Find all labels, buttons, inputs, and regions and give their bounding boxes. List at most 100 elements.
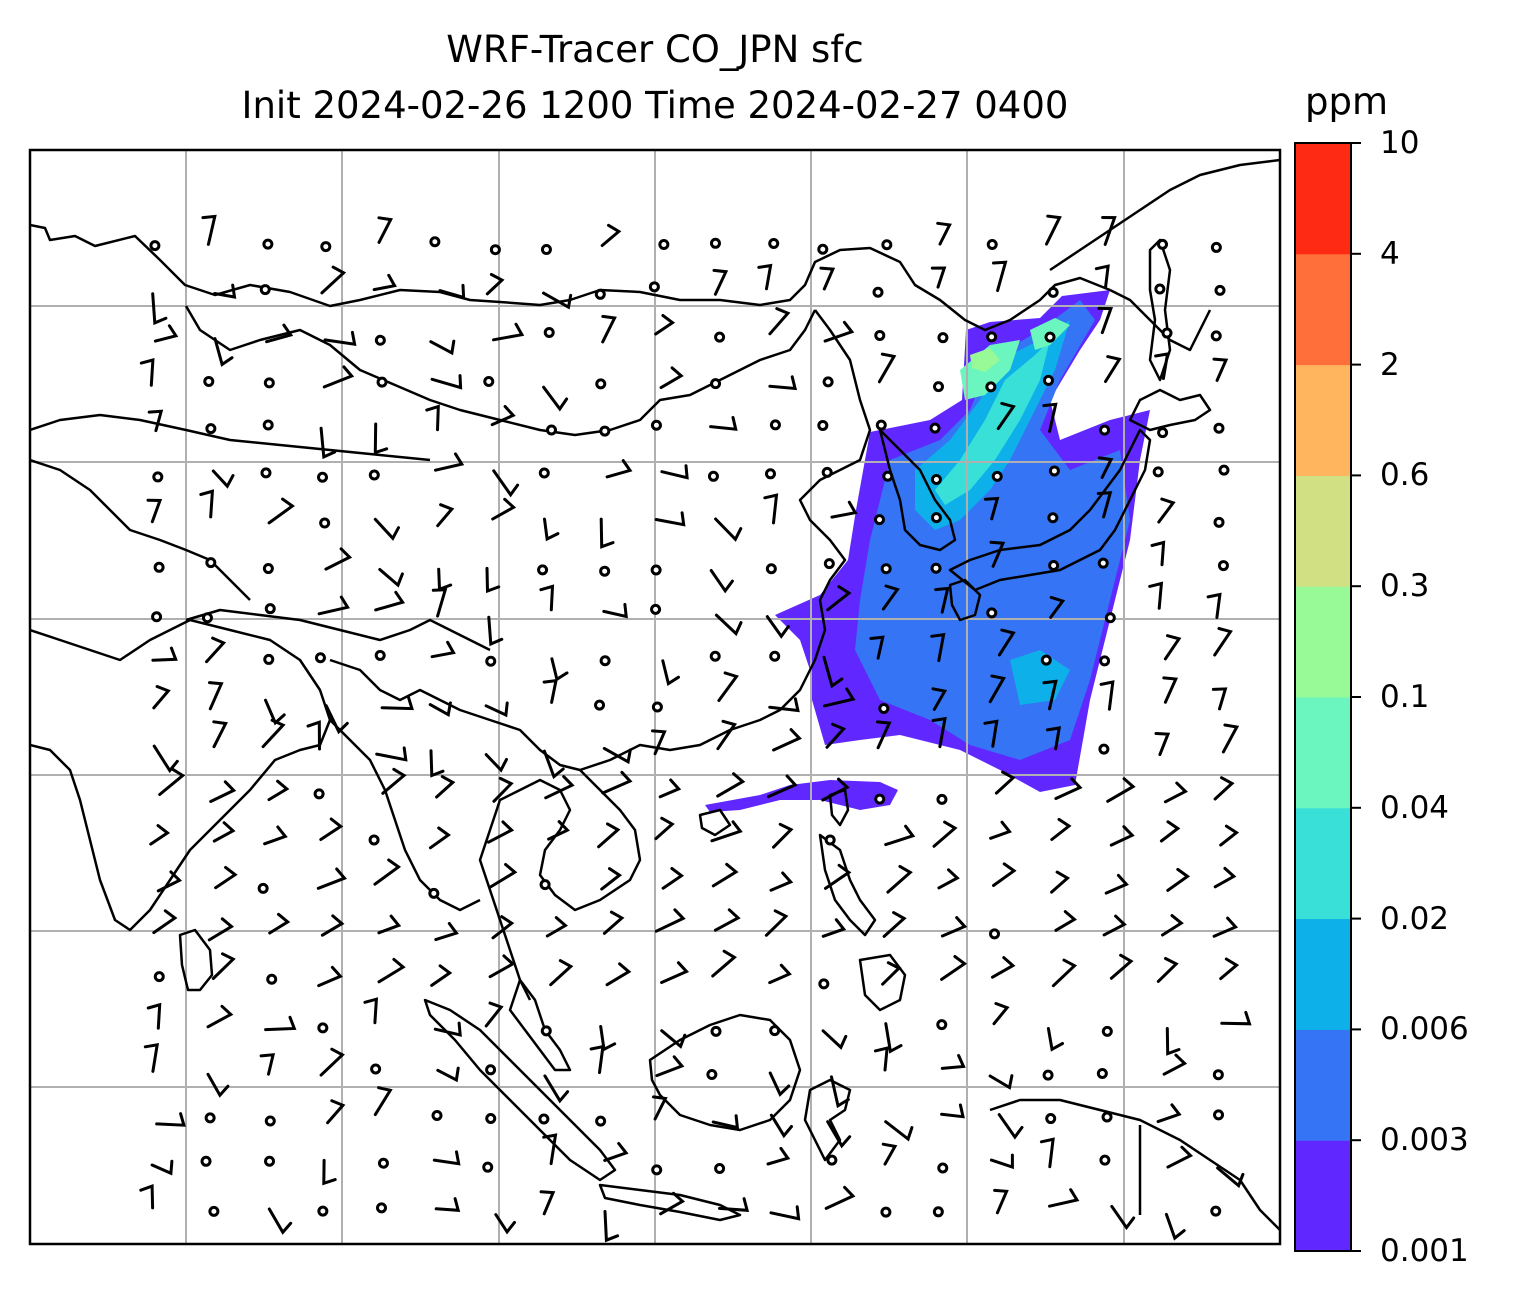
wind-barb	[654, 908, 686, 933]
wind-barb	[542, 1133, 558, 1166]
calm-marker	[374, 649, 386, 661]
plot-subtitle: Init 2024-02-26 1200 Time 2024-02-27 040…	[241, 84, 1069, 127]
wind-barb	[1048, 1188, 1080, 1208]
calm-marker	[376, 376, 388, 388]
calm-marker	[880, 563, 892, 575]
wind-barb	[602, 910, 625, 935]
calm-marker	[377, 1157, 389, 1169]
wind-barb	[268, 912, 291, 935]
calm-marker	[1210, 241, 1222, 253]
colorbar-tick-label: 10	[1380, 125, 1420, 161]
wind-barb	[550, 657, 569, 682]
calm-marker	[599, 425, 611, 437]
wind-barb	[484, 701, 509, 718]
wind-barb	[605, 962, 632, 987]
calm-marker	[205, 423, 217, 435]
wind-barb	[940, 1054, 966, 1070]
calm-marker	[986, 239, 998, 251]
wind-barb	[373, 422, 389, 455]
calm-marker	[1157, 427, 1169, 439]
calm-marker	[822, 376, 834, 388]
wind-barb	[655, 1055, 685, 1078]
calm-marker	[873, 514, 885, 526]
calm-marker	[263, 377, 275, 389]
wind-barb	[934, 586, 950, 614]
wind-barb	[768, 375, 798, 391]
wind-barb	[1054, 910, 1077, 932]
wind-barb	[428, 701, 452, 718]
wind-barb	[991, 956, 1016, 979]
calm-marker	[595, 378, 607, 390]
calm-marker	[1048, 465, 1060, 477]
calm-marker	[937, 1162, 949, 1174]
wind-barb	[940, 1103, 965, 1119]
wind-barb	[544, 775, 575, 800]
wind-barb	[158, 767, 186, 796]
calm-marker	[264, 603, 276, 615]
wind-barb	[152, 909, 178, 935]
wind-barb	[1102, 914, 1127, 937]
colorbar-segment	[1295, 918, 1351, 1030]
wind-barb	[819, 266, 836, 291]
wind-barb	[1162, 676, 1179, 704]
wind-barb	[823, 687, 856, 708]
calm-marker	[710, 378, 722, 390]
wind-barb	[992, 862, 1017, 887]
wind-barb	[821, 918, 847, 938]
wind-barb	[326, 1099, 346, 1125]
calm-marker	[539, 879, 551, 891]
wind-barb	[1166, 1145, 1194, 1169]
colorbar-tick-label: 4	[1380, 235, 1400, 272]
wind-barb	[151, 292, 168, 326]
himalaya-border	[185, 608, 491, 652]
calm-marker	[1099, 1154, 1111, 1166]
calm-marker	[153, 971, 165, 983]
wind-barb	[1159, 820, 1181, 843]
wind-barb	[716, 772, 746, 798]
wind-barb	[320, 914, 345, 937]
calm-marker	[1099, 655, 1111, 667]
calm-marker	[826, 1154, 838, 1166]
calm-marker	[930, 473, 942, 485]
wind-barb	[549, 959, 574, 987]
calm-marker	[929, 422, 941, 434]
calm-marker	[1097, 557, 1109, 569]
wind-barb	[1154, 732, 1171, 757]
wind-barb	[492, 322, 525, 342]
wind-barb	[768, 307, 791, 336]
colorbar	[1295, 142, 1361, 1252]
wind-barb	[139, 358, 155, 387]
calm-marker	[370, 1063, 382, 1075]
wind-barb	[267, 1207, 293, 1235]
wind-barb	[437, 567, 453, 592]
wind-barb	[1221, 723, 1240, 754]
calm-marker	[1217, 560, 1229, 572]
wind-barb	[602, 746, 632, 765]
wind-barb	[601, 314, 617, 344]
wind-barb	[1156, 957, 1179, 983]
calm-marker	[1098, 743, 1110, 755]
calm-marker	[374, 334, 386, 346]
wind-barb	[877, 352, 897, 384]
wind-barb	[259, 1053, 276, 1076]
calm-marker	[1101, 1025, 1113, 1037]
wind-barb	[932, 820, 958, 848]
wind-barb	[1104, 355, 1122, 383]
wind-barb	[769, 1113, 793, 1139]
wind-barb	[716, 719, 738, 751]
wind-barb	[988, 674, 1006, 704]
wind-barb	[542, 749, 565, 780]
japan-hokkaido	[1128, 388, 1212, 432]
wind-barb	[434, 922, 459, 942]
calm-marker	[540, 244, 552, 256]
wind-barb	[151, 646, 178, 662]
calm-marker	[314, 652, 326, 664]
colorbar-tick-label: 0.3	[1380, 568, 1430, 605]
wind-barb	[485, 273, 505, 296]
calm-marker	[320, 241, 332, 253]
wind-barb	[764, 909, 789, 937]
calm-marker	[538, 467, 550, 479]
wind-barb	[150, 1159, 174, 1176]
wind-barb	[1213, 866, 1237, 889]
wind-barb	[487, 615, 504, 647]
